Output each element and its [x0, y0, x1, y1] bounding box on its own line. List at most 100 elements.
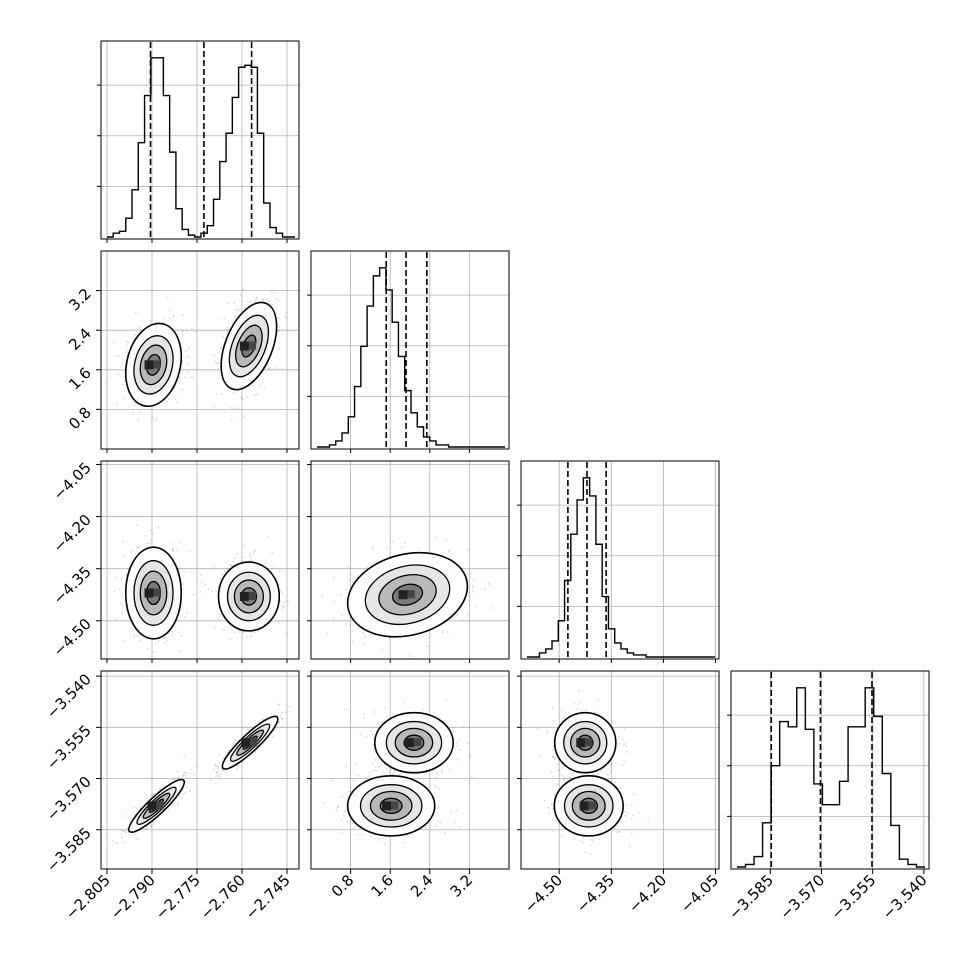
- sample-point: [340, 819, 343, 822]
- sample-point: [182, 583, 185, 586]
- sample-point: [153, 823, 156, 826]
- sample-point: [374, 711, 376, 713]
- sample-point: [449, 811, 452, 814]
- sample-point: [613, 781, 616, 784]
- sample-point: [178, 631, 181, 633]
- sample-point: [552, 748, 555, 751]
- sample-point: [237, 631, 240, 633]
- scatter-panel-p0-p3-background: [101, 671, 299, 869]
- sample-point: [362, 632, 365, 635]
- sample-point: [456, 758, 459, 761]
- sample-point: [249, 552, 252, 555]
- y-tick-label: −4.35: [50, 563, 95, 608]
- sample-point: [136, 547, 139, 550]
- sample-point: [601, 712, 604, 715]
- sample-point: [261, 718, 263, 721]
- sample-point: [123, 397, 125, 400]
- sample-point: [278, 326, 281, 328]
- sample-point: [362, 712, 365, 715]
- sample-point: [137, 418, 140, 421]
- scatter-panel-p2-p3-background: [521, 671, 719, 869]
- sample-point: [122, 540, 124, 543]
- sample-point: [134, 311, 137, 314]
- sample-point: [619, 786, 622, 789]
- sample-point: [284, 315, 286, 318]
- sample-point: [171, 548, 174, 550]
- panel-border: [100, 250, 300, 450]
- sample-point: [380, 649, 383, 651]
- sample-point: [472, 587, 474, 590]
- sample-point: [222, 756, 225, 759]
- sample-point: [402, 841, 405, 844]
- sample-point: [345, 765, 347, 768]
- sample-point: [352, 641, 354, 643]
- sample-point: [267, 536, 269, 538]
- sample-point: [213, 565, 216, 568]
- sample-point: [162, 321, 165, 324]
- sample-point: [352, 780, 355, 782]
- sample-point: [111, 840, 114, 842]
- x-tick-label: −4.50: [521, 871, 566, 916]
- sample-point: [157, 526, 160, 529]
- sample-point: [215, 765, 218, 768]
- sample-point: [607, 774, 609, 777]
- sample-point: [234, 308, 237, 311]
- sample-point: [592, 840, 595, 843]
- sample-point: [455, 809, 458, 812]
- sample-point: [550, 771, 553, 774]
- sample-point: [393, 770, 395, 772]
- sample-point: [340, 594, 343, 597]
- sample-point: [590, 838, 593, 841]
- density-peak-cell: [404, 738, 414, 748]
- sample-point: [445, 698, 448, 701]
- sample-point: [127, 831, 130, 834]
- sample-point: [255, 296, 258, 299]
- density-peak-cell: [407, 590, 415, 599]
- sample-point: [458, 738, 461, 741]
- sample-point: [438, 788, 441, 790]
- sample-point: [267, 367, 270, 370]
- sample-point: [181, 361, 184, 363]
- scatter-panel-p0-p1: [100, 250, 300, 450]
- sample-point: [226, 329, 228, 332]
- sample-point: [229, 564, 232, 566]
- sample-point: [547, 806, 549, 809]
- sample-point: [433, 712, 435, 715]
- panel-border: [100, 460, 300, 660]
- sample-point: [392, 772, 395, 775]
- sample-point: [609, 770, 612, 773]
- sample-point: [461, 725, 464, 728]
- density-peak-cell: [250, 738, 258, 747]
- sample-point: [113, 340, 115, 343]
- panel-content: [323, 698, 473, 845]
- sample-point: [384, 773, 387, 776]
- sample-point: [190, 376, 193, 379]
- sample-point: [283, 601, 286, 604]
- sample-point: [577, 689, 580, 692]
- density-peak-cell: [248, 591, 257, 601]
- y-tick-label: −3.540: [43, 670, 95, 722]
- sample-point: [419, 781, 421, 784]
- sample-point: [214, 626, 216, 629]
- sample-point: [214, 764, 216, 767]
- sample-point: [149, 529, 152, 531]
- sample-point: [366, 566, 369, 568]
- sample-point: [177, 776, 179, 779]
- sample-point: [115, 355, 118, 357]
- sample-point: [538, 755, 541, 758]
- sample-point: [421, 708, 424, 711]
- sample-point: [582, 837, 584, 839]
- sample-point: [554, 758, 557, 761]
- panel-content: [105, 288, 288, 422]
- sample-point: [120, 602, 122, 605]
- sample-point: [436, 771, 439, 774]
- sample-point: [452, 730, 455, 733]
- sample-point: [172, 314, 175, 317]
- sample-point: [305, 594, 307, 596]
- sample-point: [349, 624, 352, 626]
- sample-point: [278, 317, 281, 320]
- sample-point: [227, 567, 230, 570]
- sample-point: [254, 751, 257, 753]
- sample-point: [343, 810, 346, 812]
- sample-point: [250, 635, 253, 637]
